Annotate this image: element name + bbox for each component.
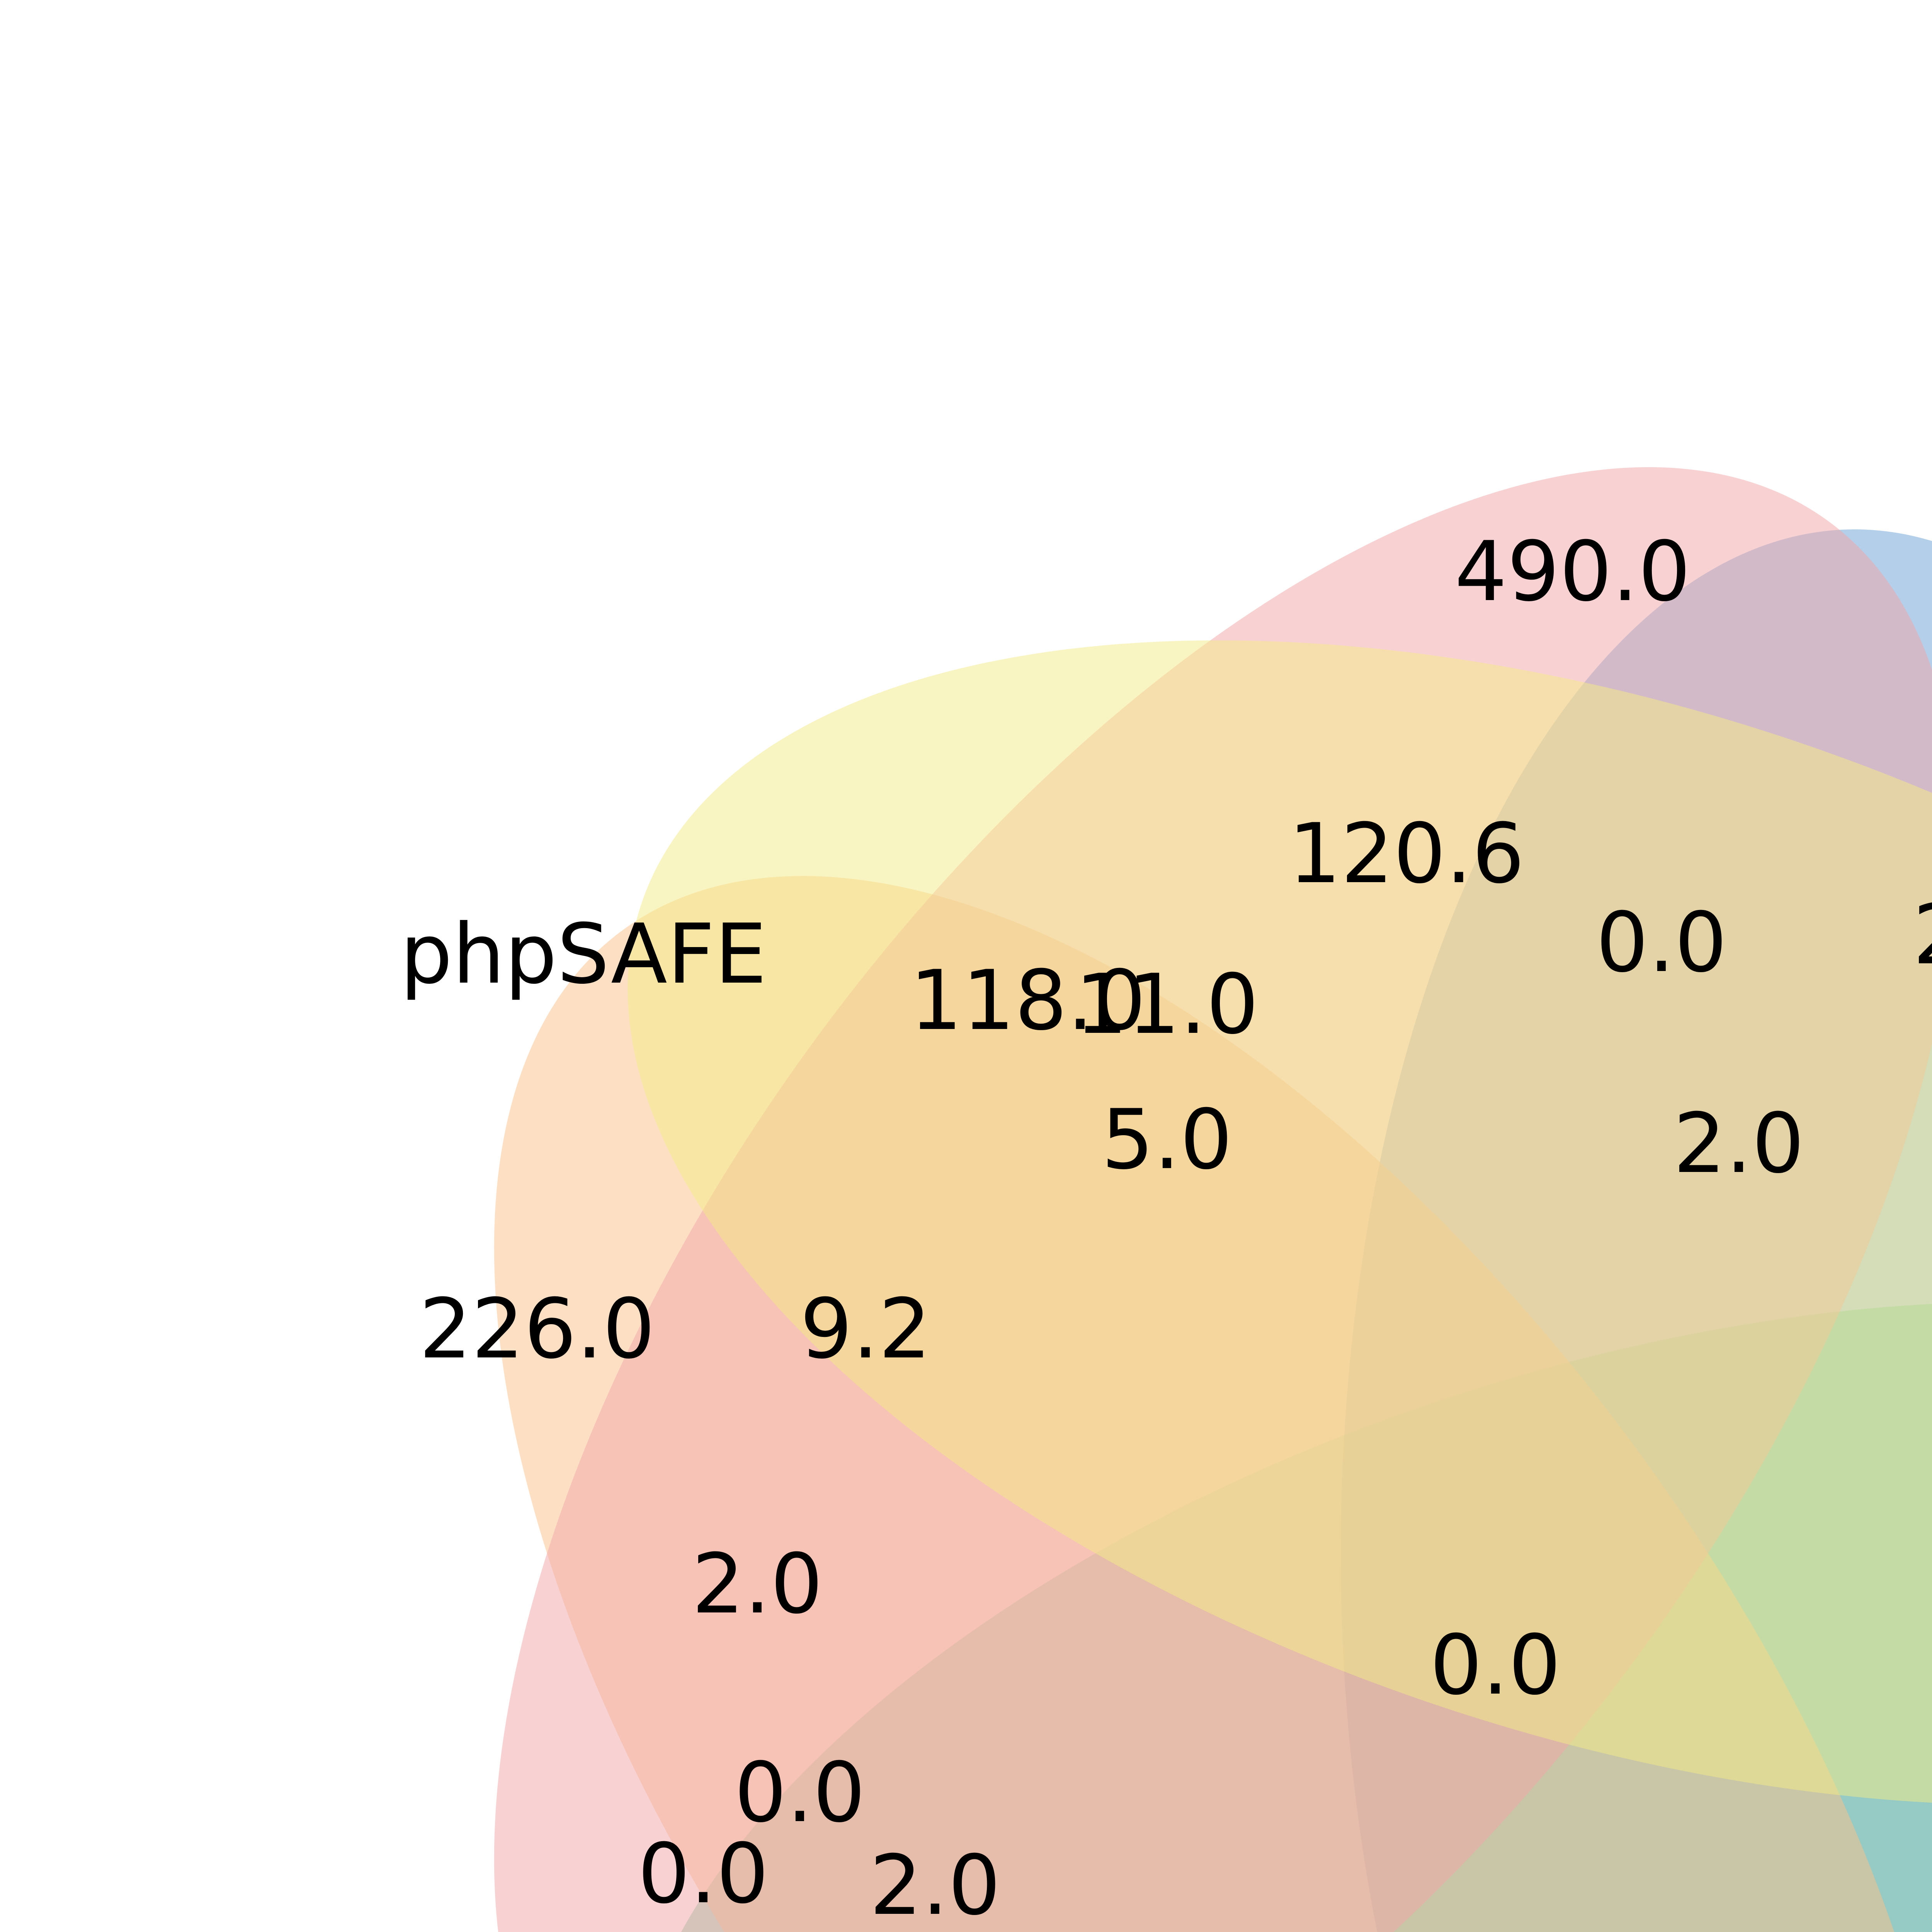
venn-diagram: RIPSphpSAFEWeVercaPixyWAP490.0226.00.00.… xyxy=(0,0,1932,1932)
venn-region-value: 0.0 xyxy=(1596,895,1727,991)
venn-region-value: 2.0 xyxy=(1913,887,1932,983)
venn-region-value: 120.6 xyxy=(1289,806,1525,902)
venn-label-phpsafe: phpSAFE xyxy=(400,906,767,1002)
venn-region-value: 226.0 xyxy=(419,1281,655,1377)
venn-region-value: 11.0 xyxy=(1075,957,1259,1053)
venn-region-value: 0.0 xyxy=(1430,1617,1561,1713)
venn-region-value: 490.0 xyxy=(1455,524,1691,620)
venn-region-value: 5.0 xyxy=(1101,1092,1232,1188)
venn-region-value: 2.0 xyxy=(1673,1096,1804,1192)
venn-region-value: 0.0 xyxy=(734,1745,865,1841)
venn-region-value: 9.2 xyxy=(800,1281,931,1377)
venn-region-value: 2.0 xyxy=(692,1536,823,1632)
venn-region-value: 2.0 xyxy=(869,1838,1000,1932)
